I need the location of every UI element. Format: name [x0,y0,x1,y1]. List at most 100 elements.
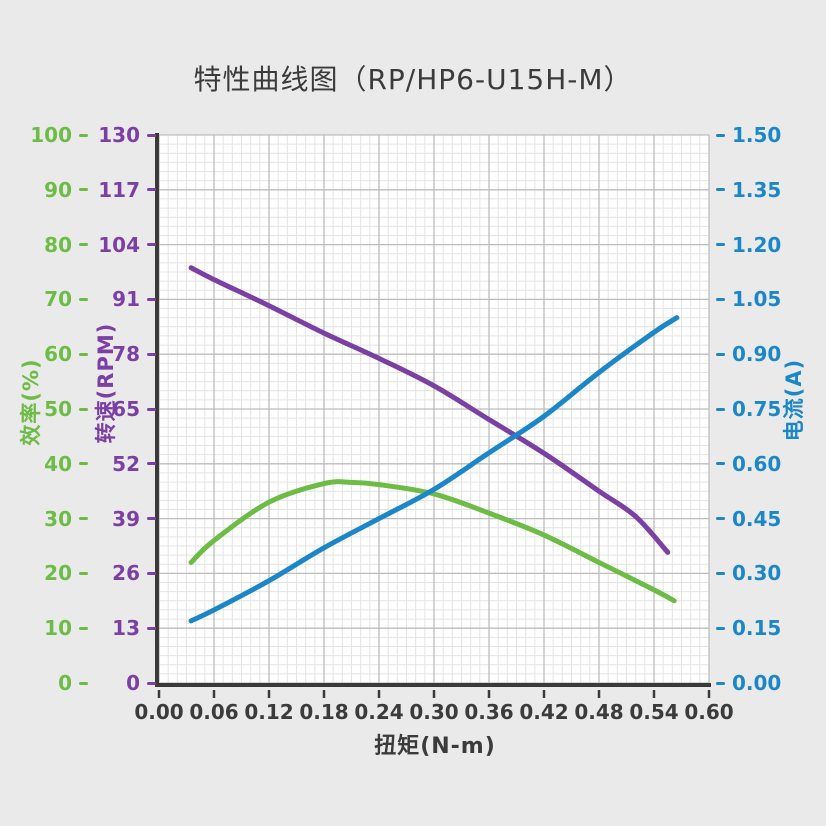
rpm-tick: 91 [78,287,156,311]
efficiency-tick-value: 90 [44,177,72,202]
current-tick: 1.05 [716,287,812,311]
tick-dash [716,133,725,137]
tick-dash [716,243,725,247]
rpm-tick-value: 104 [98,232,140,257]
efficiency-tick-value: 0 [58,671,72,695]
tick-dash [716,407,725,411]
rpm-tick-value: 130 [98,123,140,147]
tick-dash [147,188,156,192]
efficiency-tick: 30 [6,507,88,531]
efficiency-tick-value: 80 [44,232,72,257]
tick-dash [716,571,725,575]
tick-dash [79,571,88,575]
tick-dash [716,188,725,192]
current-tick-value: 1.05 [732,287,782,312]
tick-dash [147,626,156,630]
current-tick-value: 0.45 [732,506,782,531]
current-tick-value: 0.30 [732,561,782,586]
tick-dash [79,626,88,630]
efficiency-tick-value: 20 [44,561,72,586]
tick-dash [147,462,156,466]
current-tick-value: 1.50 [732,123,782,147]
rpm-tick-value: 91 [112,287,140,312]
tick-dash [79,133,88,137]
tick-dash [79,352,88,356]
rpm-tick: 26 [78,561,156,585]
efficiency-tick: 10 [6,616,88,640]
series-current-curve [188,315,680,624]
efficiency-tick: 50 [6,397,88,421]
efficiency-tick: 100 [6,123,88,147]
efficiency-tick-value: 50 [44,397,72,421]
tick-dash [716,626,725,630]
efficiency-tick: 80 [6,233,88,257]
rpm-tick: 130 [78,123,156,147]
tick-dash [716,352,725,356]
rpm-tick-value: 117 [98,177,140,202]
rpm-tick: 13 [78,616,156,640]
tick-dash [147,297,156,301]
tick-dash [147,407,156,411]
current-tick: 0.75 [716,397,812,421]
current-tick: 0.60 [716,452,812,476]
efficiency-tick-value: 100 [30,123,72,147]
current-tick: 0.00 [716,671,812,695]
torque-tick: 0.00 [134,700,184,724]
tick-dash [147,571,156,575]
current-tick: 0.30 [716,561,812,585]
current-tick-value: 1.35 [732,177,782,202]
rpm-axis-label: 转速(RPM) [94,322,118,444]
current-tick: 1.50 [716,123,812,147]
current-tick: 0.45 [716,507,812,531]
rpm-tick-value: 52 [112,451,140,476]
efficiency-tick: 60 [6,342,88,366]
rpm-tick: 65 [78,397,156,421]
series-efficiency-curve [188,479,677,604]
tick-dash [147,133,156,137]
torque-tick: 0.60 [684,700,734,724]
tick-dash [79,681,88,685]
tick-dash [79,407,88,411]
rpm-tick-value: 26 [112,561,140,586]
current-tick-value: 0.75 [732,397,782,421]
rpm-tick: 104 [78,233,156,257]
tick-dash [147,517,156,521]
tick-dash [716,517,725,521]
series-rpm-curve [188,265,671,555]
tick-dash [716,681,725,685]
tick-dash [147,243,156,247]
efficiency-tick-value: 40 [44,451,72,476]
efficiency-tick-value: 60 [44,342,72,367]
torque-axis-label: 扭矩(N-m) [374,734,496,759]
efficiency-tick-value: 70 [44,287,72,312]
current-tick-value: 0.15 [732,616,782,641]
efficiency-tick: 90 [6,178,88,202]
rpm-tick-value: 39 [112,506,140,531]
rpm-tick: 0 [78,671,156,695]
rpm-tick-value: 78 [112,342,140,367]
torque-tick: 0.06 [189,700,239,724]
torque-tick: 0.54 [629,700,679,724]
efficiency-tick: 20 [6,561,88,585]
rpm-tick: 52 [78,452,156,476]
torque-tick: 0.12 [244,700,294,724]
rpm-tick: 39 [78,507,156,531]
current-tick: 1.35 [716,178,812,202]
efficiency-tick: 0 [6,671,88,695]
tick-dash [79,462,88,466]
tick-dash [147,352,156,356]
tick-dash [79,517,88,521]
efficiency-tick-value: 30 [44,506,72,531]
current-tick: 1.20 [716,233,812,257]
rpm-tick: 117 [78,178,156,202]
rpm-tick: 78 [78,342,156,366]
current-tick-value: 0.60 [732,451,782,476]
current-tick: 0.15 [716,616,812,640]
torque-tick: 0.48 [574,700,624,724]
tick-dash [79,243,88,247]
torque-tick: 0.24 [354,700,404,724]
tick-dash [716,462,725,466]
current-tick-value: 0.00 [732,671,782,695]
chart-title: 特性曲线图（RP/HP6-U15H-M） [193,63,633,96]
